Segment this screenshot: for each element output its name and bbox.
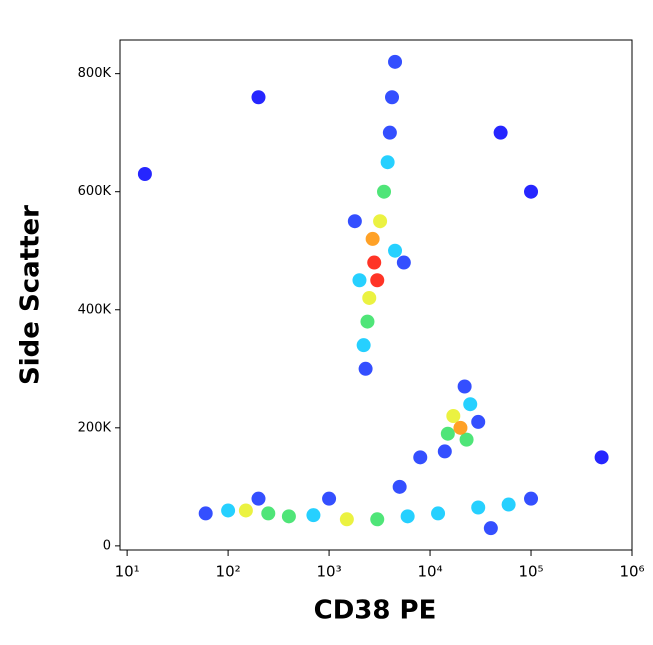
point — [431, 506, 446, 521]
point — [198, 506, 213, 521]
point — [339, 512, 354, 527]
x-tick-label: 10⁵ — [518, 563, 543, 581]
x-tick-label: 10⁶ — [619, 563, 644, 581]
y-tick-label: 0 — [103, 538, 111, 553]
x-axis-label: CD38 PE — [314, 596, 437, 626]
point — [370, 512, 385, 527]
y-tick-label: 800K — [78, 66, 112, 81]
point — [306, 508, 321, 523]
point — [373, 214, 388, 229]
x-tick-label: 10² — [216, 563, 241, 581]
point — [594, 450, 609, 465]
point — [524, 184, 539, 199]
point — [251, 90, 266, 105]
point — [377, 184, 392, 199]
point — [251, 491, 266, 506]
point — [388, 243, 403, 258]
point — [392, 479, 407, 494]
x-tick-label: 10³ — [317, 563, 342, 581]
point — [360, 314, 375, 329]
point — [440, 426, 455, 441]
point — [471, 414, 486, 429]
point — [365, 231, 380, 246]
point — [238, 503, 253, 518]
point — [281, 509, 296, 524]
point — [524, 491, 539, 506]
y-tick-label: 200K — [78, 420, 112, 435]
point — [463, 397, 478, 412]
point — [388, 54, 403, 69]
point — [352, 273, 367, 288]
point — [358, 361, 373, 376]
point — [221, 503, 236, 518]
point — [356, 338, 371, 353]
point — [347, 214, 362, 229]
point — [400, 509, 415, 524]
x-tick-label: 10¹ — [115, 563, 140, 581]
point — [261, 506, 276, 521]
point — [413, 450, 428, 465]
point — [137, 166, 152, 181]
y-axis-label: Side Scatter — [16, 205, 46, 385]
point — [322, 491, 337, 506]
point — [493, 125, 508, 140]
point — [501, 497, 516, 512]
plot-frame — [119, 39, 633, 551]
point — [471, 500, 486, 515]
point — [483, 521, 498, 536]
point — [453, 420, 468, 435]
x-tick-label: 10⁴ — [417, 563, 442, 581]
point — [370, 273, 385, 288]
y-tick-label: 400K — [78, 302, 112, 317]
point — [437, 444, 452, 459]
point — [385, 90, 400, 105]
point — [459, 432, 474, 447]
point — [380, 155, 395, 170]
point — [382, 125, 397, 140]
point — [367, 255, 382, 270]
y-tick-label: 600K — [78, 184, 112, 199]
point — [446, 409, 461, 424]
point — [396, 255, 411, 270]
point — [362, 290, 377, 305]
point — [457, 379, 472, 394]
